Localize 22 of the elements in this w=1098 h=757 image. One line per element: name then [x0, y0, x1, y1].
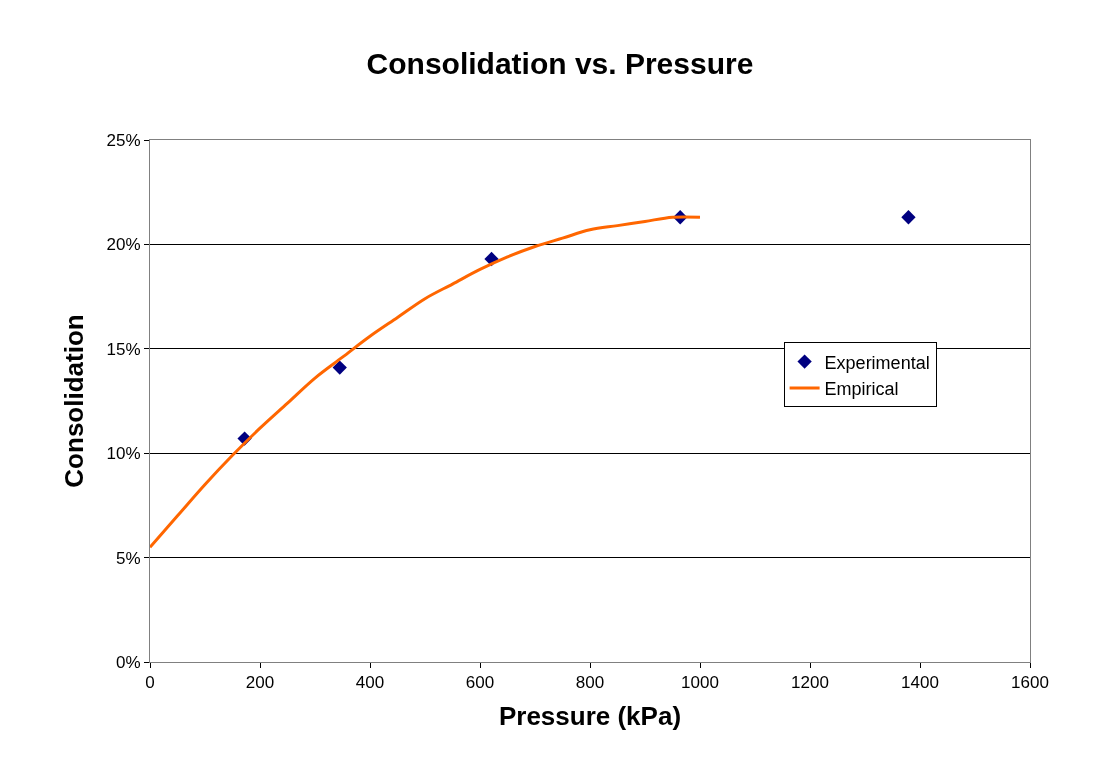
chart-title: Consolidation vs. Pressure: [366, 46, 754, 80]
x-tick-label: 1400: [901, 673, 939, 693]
y-tick-label: 25%: [106, 130, 141, 150]
x-tick-label: 600: [465, 673, 495, 693]
x-tick-label: 1000: [681, 673, 719, 693]
legend-label: Empirical: [824, 379, 899, 400]
y-axis-title: Consolidation: [58, 314, 89, 488]
x-axis-title: Pressure (kPa): [498, 701, 682, 732]
x-tick-label: 1200: [791, 673, 829, 693]
y-tick-label: 20%: [106, 235, 141, 255]
y-tick-label: 10%: [106, 444, 141, 464]
y-tick-label: 5%: [116, 548, 141, 568]
x-tick-label: 800: [575, 673, 605, 693]
x-tick-label: 200: [245, 673, 275, 693]
point: [901, 210, 916, 225]
x-tick-label: 0: [145, 673, 155, 693]
x-tick-label: 400: [355, 673, 385, 693]
legend-label: Experimental: [824, 352, 930, 373]
point: [332, 360, 347, 375]
x-tick-label: 1600: [1011, 673, 1049, 693]
y-tick-label: 0%: [116, 652, 141, 672]
y-tick-label: 15%: [106, 339, 141, 359]
